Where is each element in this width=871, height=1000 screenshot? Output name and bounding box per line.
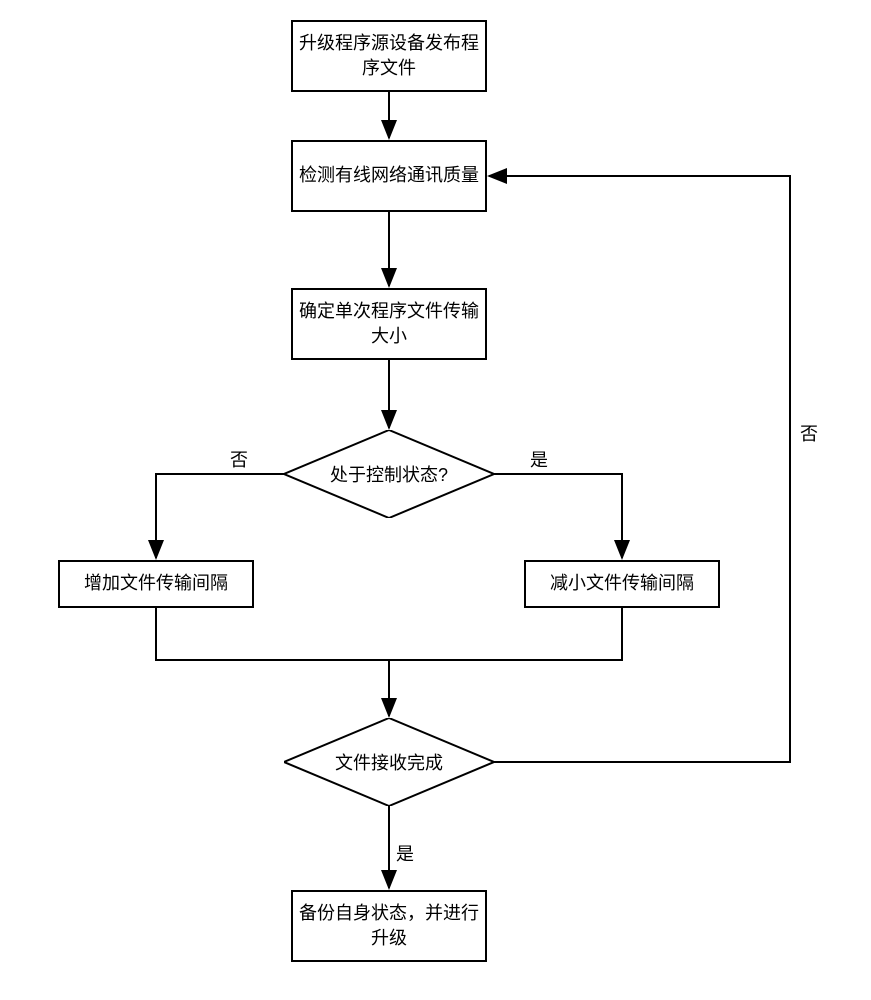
decision-control-state: 处于控制状态?	[284, 430, 494, 518]
label-no-loop: 否	[800, 420, 818, 446]
node-decrease-interval: 减小文件传输间隔	[524, 560, 720, 608]
node-text: 增加文件传输间隔	[84, 571, 228, 596]
node-text: 检测有线网络通讯质量	[299, 163, 479, 188]
node-determine-size: 确定单次程序文件传输大小	[291, 288, 487, 360]
node-text: 确定单次程序文件传输大小	[299, 299, 479, 349]
decision-receive-complete: 文件接收完成	[284, 718, 494, 806]
node-text: 减小文件传输间隔	[550, 571, 694, 596]
node-detect-quality: 检测有线网络通讯质量	[291, 140, 487, 212]
node-publish-file: 升级程序源设备发布程序文件	[291, 20, 487, 92]
label-yes-right: 是	[530, 446, 548, 472]
decision-text: 处于控制状态?	[330, 461, 448, 487]
node-text: 升级程序源设备发布程序文件	[299, 31, 479, 81]
node-text: 备份自身状态，并进行升级	[299, 901, 479, 951]
node-backup-upgrade: 备份自身状态，并进行升级	[291, 890, 487, 962]
label-yes-bottom: 是	[396, 840, 414, 866]
decision-text: 文件接收完成	[335, 749, 443, 775]
label-no-left: 否	[230, 446, 248, 472]
node-increase-interval: 增加文件传输间隔	[58, 560, 254, 608]
